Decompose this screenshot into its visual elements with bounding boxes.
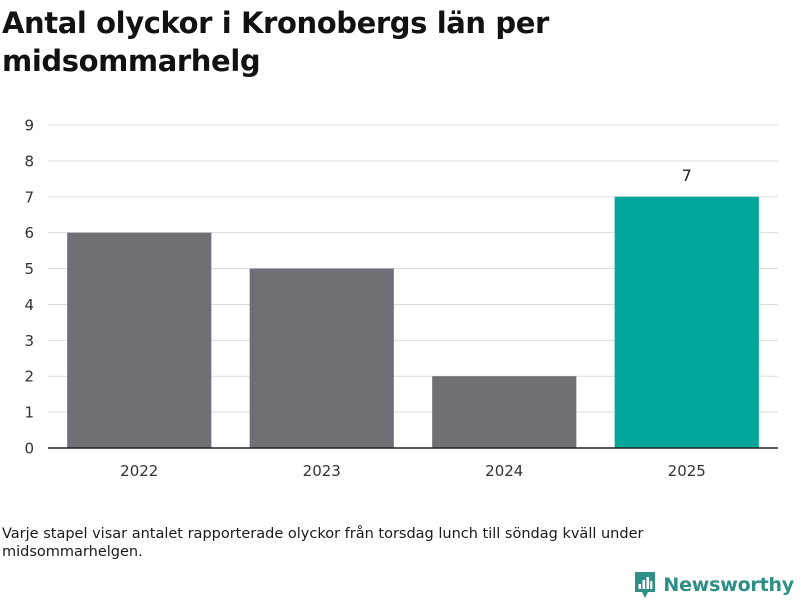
y-tick-label: 0 — [24, 440, 34, 458]
y-tick-label: 2 — [24, 368, 34, 386]
bar-2023 — [249, 268, 394, 448]
y-tick-label: 3 — [24, 332, 34, 350]
y-tick-label: 4 — [24, 296, 34, 314]
bar-chart: 0 1 2 3 4 5 6 7 8 9 2022 2023 2024 2025 7 — [24, 117, 778, 480]
y-tick-label: 1 — [24, 404, 34, 422]
brand-name: Newsworthy — [663, 574, 794, 596]
y-tick-label: 7 — [24, 188, 34, 206]
bar-2022 — [67, 232, 212, 448]
x-tick-label: 2025 — [668, 462, 706, 480]
x-tick-label: 2024 — [485, 462, 523, 480]
chart-footnote: Varje stapel visar antalet rapporterade … — [2, 526, 644, 560]
newsworthy-logo-icon — [635, 572, 656, 598]
chart-title: Antal olyckor i Kronobergs län per midso… — [2, 6, 549, 78]
y-tick-label: 5 — [24, 260, 34, 278]
bar-2024 — [432, 376, 577, 448]
bar-2025 — [614, 196, 759, 448]
y-tick-label: 9 — [24, 117, 34, 135]
y-tick-label: 8 — [24, 152, 34, 170]
x-tick-label: 2023 — [303, 462, 341, 480]
x-tick-label: 2022 — [120, 462, 158, 480]
brand-logo: Newsworthy — [633, 569, 794, 600]
data-label: 7 — [682, 166, 692, 185]
y-tick-label: 6 — [24, 224, 34, 242]
